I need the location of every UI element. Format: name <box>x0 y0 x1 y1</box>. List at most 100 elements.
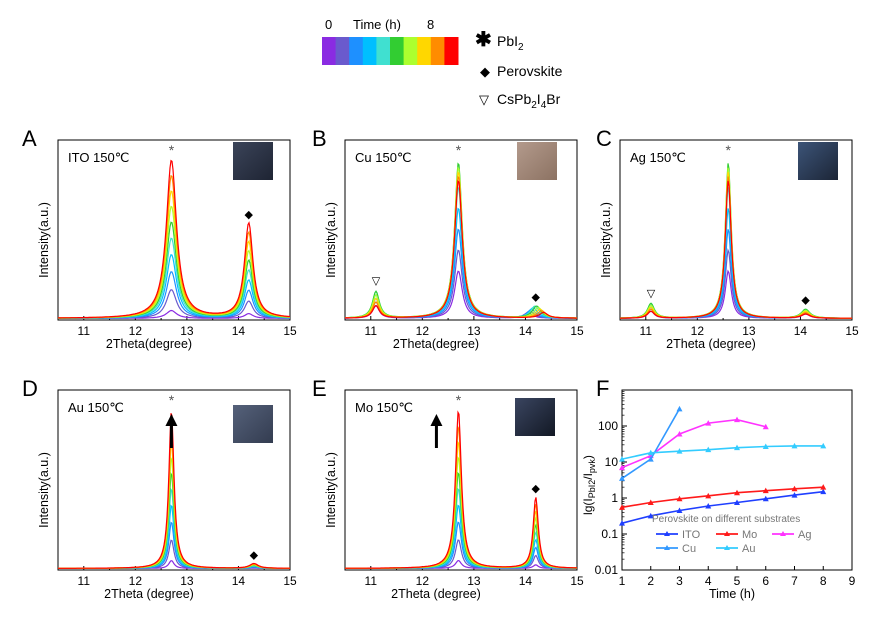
colorbar-swatch <box>349 37 364 65</box>
peak-marker: * <box>726 142 732 158</box>
peak-marker: ▽ <box>372 276 381 288</box>
x-tick-label: 12 <box>691 324 705 338</box>
peak-marker: ▽ <box>647 288 656 300</box>
x-axis-label: 2Theta (degree) <box>391 587 481 601</box>
x-tick-label: 3 <box>676 574 683 588</box>
data-point <box>820 488 827 495</box>
time-colorbar-legend: 0 Time (h) 8 <box>322 17 459 65</box>
data-point <box>676 448 683 454</box>
data-point <box>647 456 654 462</box>
legend-marker <box>724 545 730 550</box>
x-tick-label: 9 <box>849 574 856 588</box>
data-point <box>676 507 683 513</box>
legend-marker <box>664 545 670 550</box>
x-tick-label: 13 <box>742 324 756 338</box>
panel-label: B <box>312 126 327 151</box>
series-line-mo <box>621 486 824 509</box>
panel-title: Mo 150℃ <box>355 400 413 415</box>
data-point <box>734 489 740 496</box>
data-point <box>734 499 740 505</box>
panel-title: Ag 150℃ <box>630 150 686 165</box>
data-point <box>734 444 740 451</box>
xrd-series-line <box>58 413 290 569</box>
colorbar-start-label: 0 <box>325 17 332 32</box>
colorbar-swatch <box>444 37 459 65</box>
panel-title: ITO 150℃ <box>68 150 129 165</box>
data-point <box>647 499 654 505</box>
x-tick-label: 14 <box>794 324 808 338</box>
colorbar-swatch <box>362 37 377 65</box>
y-tick-label: 100 <box>598 419 618 433</box>
plot-frame <box>619 139 853 321</box>
series-line-au <box>621 445 824 460</box>
series-curves <box>345 162 577 319</box>
y-axis-label: Intensity(a.u.) <box>37 452 51 528</box>
legend-label: Mo <box>742 529 757 541</box>
x-tick-label: 14 <box>232 324 246 338</box>
x-tick-label: 14 <box>232 574 246 588</box>
data-point <box>734 416 740 423</box>
colorbar-swatch <box>322 37 337 65</box>
data-point <box>619 504 625 510</box>
panel-f-legend: Perovskite on different substrates ITO Mo A… <box>652 514 811 555</box>
x-tick-label: 2 <box>647 574 654 588</box>
sample-photo-inset <box>515 398 555 436</box>
y-axis-label-part: lg(I <box>581 498 595 515</box>
x-tick-label: 13 <box>467 324 481 338</box>
x-tick-label: 12 <box>129 324 143 338</box>
colorbar-swatch <box>417 37 432 65</box>
xrd-series-line <box>58 159 290 319</box>
data-point <box>820 484 827 490</box>
data-point <box>762 495 769 502</box>
x-tick-label: 15 <box>283 324 297 338</box>
xrd-series-line <box>345 410 577 569</box>
marker-legend: ✱ PbI2 ◆ Perovskite ▽ CsPb2I4Br <box>475 29 563 111</box>
x-tick-label: 11 <box>640 324 653 338</box>
sample-photo-inset <box>517 142 557 180</box>
sample-photo-inset <box>233 142 273 180</box>
xrd-panel-d: D Au 150℃ 11 12 13 14 15 2Theta (degree) Intensi… <box>22 376 297 601</box>
x-tick-label: 14 <box>519 574 533 588</box>
data-point <box>647 512 654 519</box>
xrd-panel-c: C Ag 150℃ 11 12 13 14 15 2Theta (degree) Intensi… <box>596 126 859 351</box>
marker-legend-label-perovskite: Perovskite <box>497 63 563 79</box>
y-axis-label-part: ) <box>581 455 595 459</box>
peak-marker: ◆ <box>801 295 810 307</box>
x-tick-label: 8 <box>820 574 827 588</box>
peak-marker: ◆ <box>245 209 254 221</box>
x-tick-label: 1 <box>619 574 626 588</box>
data-point <box>705 492 712 499</box>
data-point <box>647 449 654 456</box>
data-point <box>791 485 798 492</box>
series-curves <box>620 163 852 319</box>
colorbar-title: Time (h) <box>353 17 401 32</box>
data-point <box>705 502 712 509</box>
data-point <box>705 446 712 453</box>
legend-title: Perovskite on different substrates <box>652 514 800 525</box>
plot-frame <box>57 389 291 571</box>
peak-marker: * <box>169 392 175 408</box>
x-tick-label: 11 <box>78 574 91 588</box>
data-point <box>619 464 625 471</box>
xrd-series-line <box>345 180 577 319</box>
data-point <box>762 423 769 430</box>
y-tick-label: 0.01 <box>595 563 619 577</box>
data-point <box>820 442 827 449</box>
peak-marker: ◆ <box>250 549 259 561</box>
xrd-panel-a: A ITO 150℃ 11 12 13 14 15 2Theta(degree) Intensi… <box>22 126 297 351</box>
series-line-ag <box>621 418 766 469</box>
colorbar-swatch <box>376 37 391 65</box>
peak-marker: * <box>456 392 462 408</box>
x-tick-label: 13 <box>467 574 481 588</box>
x-tick-label: 11 <box>78 324 91 338</box>
colorbar-end-label: 8 <box>427 17 434 32</box>
asterisk-icon: ✱ <box>475 29 492 51</box>
growth-arrow-head-icon <box>165 414 178 426</box>
colorbar-swatch <box>403 37 418 65</box>
xrd-series-line <box>620 248 852 319</box>
legend-label: Cu <box>682 543 696 555</box>
data-point <box>619 475 625 481</box>
colorbar-swatch <box>390 37 405 65</box>
peak-marker: * <box>456 142 462 158</box>
series-curves <box>345 410 577 570</box>
